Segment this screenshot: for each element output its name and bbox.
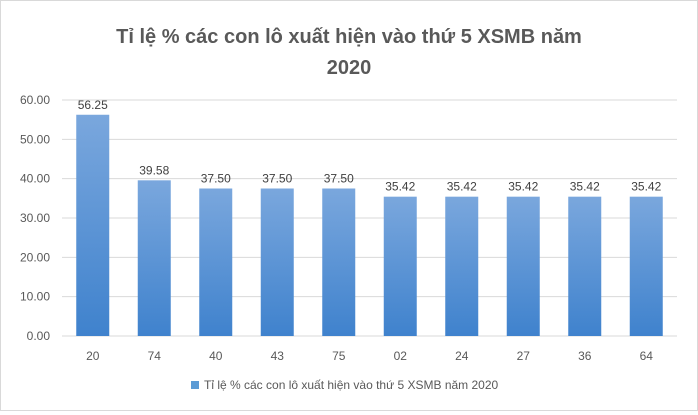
bar <box>137 180 171 336</box>
y-tick-label: 40.00 <box>20 172 50 186</box>
bar <box>445 196 479 336</box>
x-tick-label: 24 <box>455 349 469 363</box>
bar <box>260 188 294 336</box>
x-tick-label: 43 <box>271 349 285 363</box>
bar <box>383 196 417 336</box>
x-tick-label: 74 <box>148 349 162 363</box>
bars <box>76 114 663 336</box>
x-axis-ticks: 20 74 40 43 75 02 24 27 36 64 <box>86 349 653 363</box>
data-label: 35.42 <box>447 180 477 194</box>
data-label: 35.42 <box>631 180 661 194</box>
legend: Tỉ lệ % các con lô xuất hiện vào thứ 5 X… <box>191 378 499 392</box>
y-tick-label: 60.00 <box>20 93 50 107</box>
x-tick-label: 20 <box>86 349 100 363</box>
data-label: 37.50 <box>201 172 231 186</box>
y-axis-ticks: 0.00 10.00 20.00 30.00 40.00 50.00 60.00 <box>20 93 50 343</box>
data-label: 56.25 <box>78 98 108 112</box>
data-label: 35.42 <box>385 180 415 194</box>
bar <box>568 196 602 336</box>
data-label: 35.42 <box>508 180 538 194</box>
x-tick-label: 75 <box>332 349 346 363</box>
bar <box>322 188 356 336</box>
x-tick-label: 02 <box>394 349 408 363</box>
y-tick-label: 0.00 <box>27 329 51 343</box>
data-label: 39.58 <box>139 163 169 177</box>
bar <box>506 196 540 336</box>
data-label: 37.50 <box>324 172 354 186</box>
bar <box>76 114 110 336</box>
data-label: 35.42 <box>570 180 600 194</box>
x-tick-label: 36 <box>578 349 592 363</box>
y-tick-label: 10.00 <box>20 290 50 304</box>
bar <box>199 188 233 336</box>
y-tick-label: 20.00 <box>20 250 50 264</box>
x-tick-label: 40 <box>209 349 223 363</box>
y-tick-label: 30.00 <box>20 211 50 225</box>
x-tick-label: 64 <box>640 349 654 363</box>
chart-title-line1: Tỉ lệ % các con lô xuất hiện vào thứ 5 X… <box>116 26 582 48</box>
y-tick-label: 50.00 <box>20 132 50 146</box>
x-tick-label: 27 <box>517 349 531 363</box>
data-labels: 56.25 39.58 37.50 37.50 37.50 35.42 35.42 35.42… <box>78 98 662 194</box>
legend-label: Tỉ lệ % các con lô xuất hiện vào thứ 5 X… <box>204 378 499 392</box>
chart-title-line2: 2020 <box>327 57 372 79</box>
bar <box>629 196 663 336</box>
data-label: 37.50 <box>262 172 292 186</box>
legend-swatch <box>191 381 199 389</box>
